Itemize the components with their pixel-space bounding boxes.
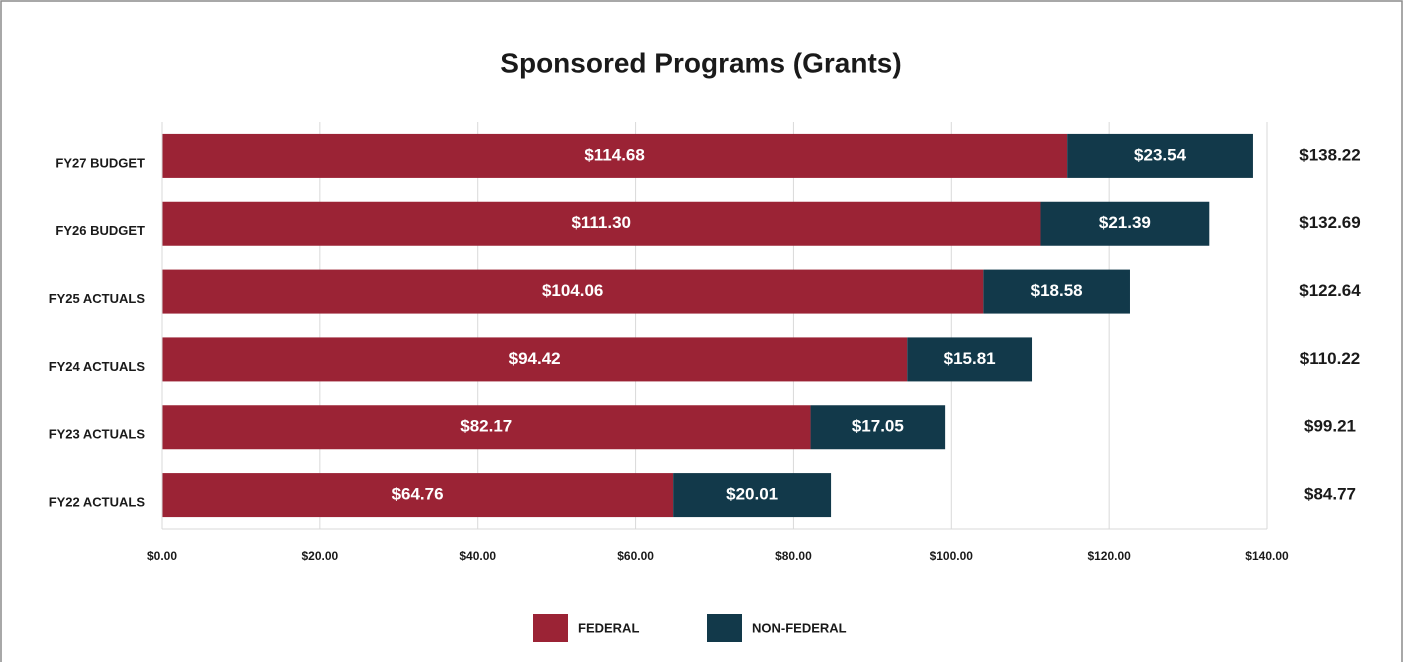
bar-segment bbox=[162, 473, 674, 518]
x-tick-label: $60.00 bbox=[617, 549, 654, 563]
data-label: $21.39 bbox=[1099, 213, 1151, 232]
bar-segment bbox=[162, 133, 1068, 178]
data-label: $111.30 bbox=[571, 213, 631, 232]
data-label: $18.58 bbox=[1031, 281, 1083, 300]
y-tick-label: FY22 ACTUALS bbox=[49, 495, 146, 510]
x-tick-label: $100.00 bbox=[930, 549, 974, 563]
total-label: $122.64 bbox=[1299, 281, 1361, 300]
bar-segment bbox=[1067, 133, 1253, 178]
legend-label: FEDERAL bbox=[578, 620, 639, 635]
total-label: $110.22 bbox=[1300, 349, 1361, 368]
x-tick-label: $80.00 bbox=[775, 549, 812, 563]
bar-segment bbox=[162, 269, 984, 314]
bar-segment bbox=[810, 405, 946, 450]
total-label: $84.77 bbox=[1304, 485, 1356, 504]
legend-label: NON-FEDERAL bbox=[752, 620, 847, 635]
data-label: $23.54 bbox=[1134, 145, 1187, 164]
x-tick-label: $0.00 bbox=[147, 549, 177, 563]
x-tick-label: $120.00 bbox=[1087, 549, 1131, 563]
data-label: $64.76 bbox=[392, 485, 444, 504]
legend-swatch bbox=[533, 614, 568, 642]
data-label: $104.06 bbox=[542, 281, 603, 300]
total-label: $99.21 bbox=[1304, 417, 1356, 436]
data-label: $17.05 bbox=[852, 417, 904, 436]
bar-segment bbox=[162, 405, 811, 450]
y-tick-label: FY24 ACTUALS bbox=[49, 359, 146, 374]
y-tick-label: FY26 BUDGET bbox=[55, 223, 145, 238]
data-label: $94.42 bbox=[509, 349, 561, 368]
bar-segment bbox=[673, 473, 832, 518]
bar-segment bbox=[162, 337, 908, 382]
total-label: $132.69 bbox=[1299, 213, 1360, 232]
x-tick-label: $40.00 bbox=[459, 549, 496, 563]
x-tick-label: $140.00 bbox=[1245, 549, 1289, 563]
data-label: $15.81 bbox=[944, 349, 996, 368]
legend-swatch bbox=[707, 614, 742, 642]
x-tick-label: $20.00 bbox=[302, 549, 339, 563]
y-tick-label: FY27 BUDGET bbox=[55, 155, 145, 170]
chart-title: Sponsored Programs (Grants) bbox=[500, 47, 901, 78]
bar-segment bbox=[907, 337, 1033, 382]
bar-segment bbox=[162, 201, 1041, 246]
data-label: $20.01 bbox=[726, 485, 778, 504]
y-tick-label: FY25 ACTUALS bbox=[49, 291, 146, 306]
data-label: $114.68 bbox=[584, 145, 645, 164]
bar-segment bbox=[983, 269, 1130, 314]
bar-segment bbox=[1040, 201, 1210, 246]
total-label: $138.22 bbox=[1299, 145, 1360, 164]
y-tick-label: FY23 ACTUALS bbox=[49, 427, 146, 442]
data-label: $82.17 bbox=[460, 417, 512, 436]
